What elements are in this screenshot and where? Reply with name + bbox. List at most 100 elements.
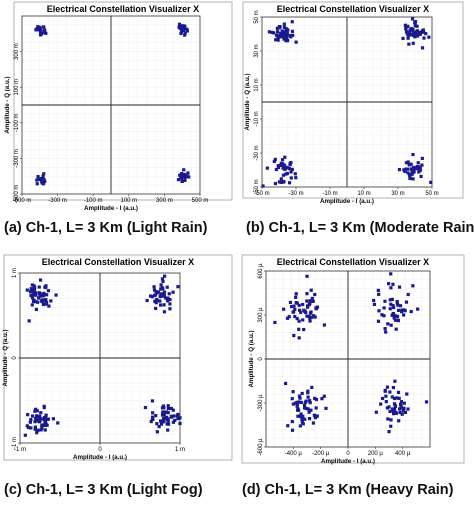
data-point xyxy=(29,287,33,291)
data-point xyxy=(34,407,38,411)
data-point xyxy=(38,33,43,37)
data-point xyxy=(411,41,415,45)
data-point xyxy=(289,304,294,309)
data-point xyxy=(286,424,290,428)
data-point xyxy=(386,417,390,421)
data-point xyxy=(289,35,293,39)
y-tick-label: 100 m xyxy=(14,79,20,96)
data-point xyxy=(145,298,149,303)
data-point xyxy=(291,33,295,37)
data-point xyxy=(37,296,41,300)
data-point xyxy=(272,31,276,35)
data-point xyxy=(285,31,289,35)
data-point xyxy=(286,39,290,43)
data-point xyxy=(46,417,50,421)
data-point xyxy=(398,410,402,415)
data-point xyxy=(282,180,286,184)
data-point xyxy=(159,419,163,423)
cluster-1 xyxy=(273,274,326,340)
x-tick-label: 400 µ xyxy=(395,451,411,457)
data-point xyxy=(276,36,280,40)
data-point xyxy=(280,158,285,162)
cluster-1 xyxy=(25,278,58,323)
cluster-4 xyxy=(374,379,429,434)
cluster-4 xyxy=(397,152,433,184)
y-tick-label: 30 m xyxy=(254,44,260,57)
data-point xyxy=(154,306,158,311)
data-point xyxy=(42,415,47,420)
data-point xyxy=(33,425,38,429)
data-point xyxy=(408,30,412,35)
data-point xyxy=(312,413,316,417)
data-point xyxy=(150,399,155,403)
data-point xyxy=(25,424,29,428)
data-point xyxy=(383,327,387,331)
data-point xyxy=(278,25,282,29)
data-point xyxy=(30,303,34,307)
data-point xyxy=(377,309,381,313)
y-axis-label: Amplitude - Q (a.u.) xyxy=(2,329,9,386)
data-point xyxy=(178,416,182,420)
data-point xyxy=(38,29,42,33)
panel-caption-2: (b) Ch-1, L= 3 Km (Moderate Rain) xyxy=(246,220,474,236)
data-point xyxy=(301,414,305,418)
data-point xyxy=(290,397,294,401)
data-point xyxy=(160,277,165,281)
x-tick-label: -30 m xyxy=(288,191,303,197)
y-axis-label: Amplitude - Q (a.u.) xyxy=(4,76,11,133)
data-point xyxy=(392,316,396,320)
x-tick-label: -10 m xyxy=(322,191,337,197)
data-point xyxy=(310,385,314,390)
data-point xyxy=(406,292,410,297)
data-point xyxy=(413,167,417,171)
data-point xyxy=(309,408,313,412)
x-tick-label: 500 m xyxy=(192,198,209,204)
y-tick-label: 1 m xyxy=(12,268,18,278)
data-point xyxy=(320,397,324,401)
x-tick-label: 50 m xyxy=(425,191,438,197)
data-point xyxy=(265,166,269,170)
data-point xyxy=(159,287,163,291)
data-point xyxy=(390,395,394,399)
data-point xyxy=(400,412,404,416)
data-point xyxy=(401,409,405,413)
data-point xyxy=(179,31,183,36)
data-point xyxy=(167,292,171,296)
data-point xyxy=(305,292,309,296)
data-point xyxy=(410,17,415,21)
data-point xyxy=(30,294,34,298)
data-point xyxy=(407,42,411,46)
data-point xyxy=(402,168,406,172)
data-point xyxy=(284,172,288,176)
data-point xyxy=(154,298,159,302)
data-point xyxy=(165,299,170,303)
data-point xyxy=(411,152,415,157)
data-point xyxy=(183,178,187,182)
data-point xyxy=(380,396,385,401)
data-point xyxy=(402,308,406,312)
data-point xyxy=(153,299,157,303)
data-point xyxy=(380,313,384,317)
data-point xyxy=(27,319,31,323)
panel-caption-3: (c) Ch-1, L= 3 Km (Light Fog) xyxy=(4,482,203,498)
data-point xyxy=(293,172,297,176)
data-point xyxy=(165,285,169,289)
data-point xyxy=(295,316,299,321)
data-point xyxy=(299,400,303,405)
cluster-3 xyxy=(283,381,328,432)
data-point xyxy=(285,316,290,320)
data-point xyxy=(417,170,421,174)
data-point xyxy=(177,22,182,26)
data-point xyxy=(402,401,406,405)
data-point xyxy=(284,28,288,32)
data-point xyxy=(396,390,401,394)
data-point xyxy=(416,307,420,311)
data-point xyxy=(308,401,312,405)
data-point xyxy=(397,396,401,401)
data-point xyxy=(429,180,433,184)
data-point xyxy=(178,173,182,177)
cluster-1 xyxy=(34,25,48,37)
data-point xyxy=(291,390,295,394)
data-point xyxy=(272,159,276,164)
data-point xyxy=(43,28,47,32)
